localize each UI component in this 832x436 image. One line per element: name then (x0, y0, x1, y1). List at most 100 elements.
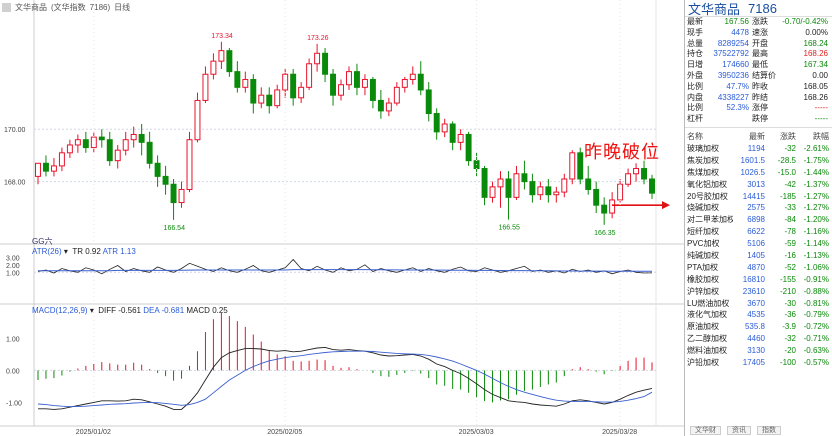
atr-name: ATR (102, 247, 119, 256)
list-cell-last: 3013 (747, 179, 765, 189)
list-cell-name: 燃料油加权 (687, 346, 727, 356)
list-cell-pct: -1.27% (803, 191, 829, 201)
list-cell-last: 16810 (742, 274, 765, 284)
list-item[interactable]: 焦炭加权 1601.5 -28.5 -1.75% (685, 155, 832, 167)
dea-value: -0.681 (161, 306, 185, 315)
bottom-tabs: 文华财 资讯 指数 (690, 426, 781, 435)
quote-label: 内盘 (687, 92, 703, 102)
candle-up (609, 199, 616, 214)
candle-up (130, 133, 137, 141)
list-cell-last: 4460 (747, 334, 765, 344)
x-tick-label: 2025/03/28 (602, 429, 637, 436)
quote-label: 昨结 (752, 92, 768, 102)
quote-label: 比例 (687, 103, 703, 113)
candle-down (577, 152, 584, 180)
list-cell-last: 6622 (747, 227, 765, 237)
list-item[interactable]: LU燃油加权 3670 -30 -0.81% (685, 298, 832, 310)
list-cell-last: 4535 (747, 310, 765, 320)
dea-name: DEA (143, 306, 160, 315)
list-cell-chg: -59 (784, 239, 796, 249)
candle-down (481, 168, 488, 198)
candle-up (409, 73, 416, 80)
candle-up (218, 50, 225, 62)
list-cell-last: 14415 (742, 191, 765, 201)
list-item[interactable]: 20号胶加权 14415 -185 -1.27% (685, 191, 832, 203)
list-item[interactable]: 橡胶加权 16810 -155 -0.91% (685, 274, 832, 286)
list-item[interactable]: PTA加权 4870 -52 -1.06% (685, 262, 832, 274)
list-cell-pct: -1.13% (803, 250, 829, 260)
quote-value: 0.00 (812, 70, 828, 80)
tab-index[interactable]: 指数 (757, 426, 781, 435)
list-cell-last: 3130 (747, 346, 765, 356)
candle-down (545, 186, 552, 196)
col-last[interactable]: 最新 (749, 131, 765, 141)
quote-label: 比例 (687, 81, 703, 91)
title-part-1: (文华指数 (51, 2, 86, 12)
list-cell-pct: -0.57% (803, 358, 829, 367)
quote-label: 涨停 (752, 103, 768, 113)
candle-down (425, 89, 432, 115)
list-cell-name: PVC加权 (687, 239, 720, 249)
list-cell-chg: -210 (779, 286, 796, 296)
atr-label: ATR(26) ▾ TR 0.92 ATR 1.13 (32, 247, 136, 256)
chevron-down-icon[interactable]: ▾ (63, 247, 68, 256)
list-cell-chg: -20 (784, 346, 796, 356)
list-item[interactable]: 沪铅加权 17405 -100 -0.57% (685, 357, 832, 369)
list-item[interactable]: 沪锌加权 23610 -210 -0.88% (685, 286, 832, 298)
list-cell-chg: -32 (784, 334, 796, 344)
candle-up (258, 94, 265, 104)
col-chg[interactable]: 涨跌 (780, 131, 796, 141)
symbol-code: 7186 (748, 0, 777, 16)
list-cell-name: PTA加权 (687, 262, 718, 272)
candle-up (210, 60, 217, 75)
list-item[interactable]: 烧碱加权 2575 -33 -1.27% (685, 202, 832, 214)
chart-area[interactable]: 168.00 170.00 173.34 173.26 166.54 166.55 166.… (0, 0, 684, 436)
list-item[interactable]: 乙二醇加权 4460 -32 -0.71% (685, 333, 832, 345)
candle-up (194, 99, 201, 141)
candle-down (154, 162, 161, 177)
list-item[interactable]: 原油加权 535.8 -3.9 -0.72% (685, 321, 832, 333)
list-item[interactable]: 液化气加权 4535 -36 -0.79% (685, 309, 832, 321)
list-item[interactable]: 玻璃加权 1194 -32 -2.61% (685, 143, 832, 155)
chevron-down-icon[interactable]: ▾ (89, 306, 94, 315)
list-cell-pct: -0.88% (803, 286, 829, 296)
title-part-3: 日线 (114, 2, 131, 12)
candle-up (242, 78, 249, 88)
candle-up (513, 173, 520, 198)
diff-line (38, 346, 653, 410)
list-item[interactable]: 短纤加权 6622 -78 -1.16% (685, 226, 832, 238)
list-item[interactable]: PVC加权 5106 -59 -1.14% (685, 238, 832, 250)
candle-down (138, 133, 145, 143)
col-name[interactable]: 名称 (687, 131, 703, 141)
macd-y-tick: 0.00 (6, 368, 20, 375)
list-cell-pct: -1.75% (803, 155, 829, 165)
candle-up (569, 152, 576, 180)
macd-title: MACD(12,26,9) (32, 306, 88, 315)
extreme-label: 173.34 (211, 33, 233, 40)
candle-down (162, 175, 169, 185)
quote-value: 4338227 (717, 92, 749, 102)
list-item[interactable]: 对二甲苯加权 6898 -84 -1.20% (685, 214, 832, 226)
candle-down (353, 71, 360, 88)
zoom-label: GG六 (32, 237, 53, 246)
list-cell-name: 沪锌加权 (687, 286, 719, 296)
candle-down (106, 139, 113, 162)
candle-up (50, 165, 57, 172)
candle-down (521, 173, 528, 183)
list-item[interactable]: 焦煤加权 1026.5 -15.0 -1.44% (685, 167, 832, 179)
candle-up (489, 186, 496, 198)
list-item[interactable]: 燃料油加权 3130 -20 -0.63% (685, 345, 832, 357)
list-cell-chg: -36 (784, 310, 796, 320)
list-item[interactable]: 纯碱加权 1405 -16 -1.13% (685, 250, 832, 262)
list-cell-last: 5106 (747, 239, 765, 249)
kline-chart[interactable]: 168.00 170.00 173.34 173.26 166.54 166.55 166.… (0, 0, 684, 436)
quote-value: 167.34 (803, 60, 828, 70)
list-item[interactable]: 氧化铝加权 3013 -42 -1.37% (685, 179, 832, 191)
list-cell-name: 短纤加权 (687, 227, 719, 237)
col-pct[interactable]: 跌幅 (813, 131, 829, 141)
list-cell-pct: -0.72% (803, 322, 829, 332)
list-cell-name: 玻璃加权 (687, 143, 719, 153)
list-cell-name: 20号胶加权 (687, 191, 728, 201)
tab-wenhua[interactable]: 文华财 (690, 426, 721, 435)
tab-news[interactable]: 资讯 (727, 426, 751, 435)
